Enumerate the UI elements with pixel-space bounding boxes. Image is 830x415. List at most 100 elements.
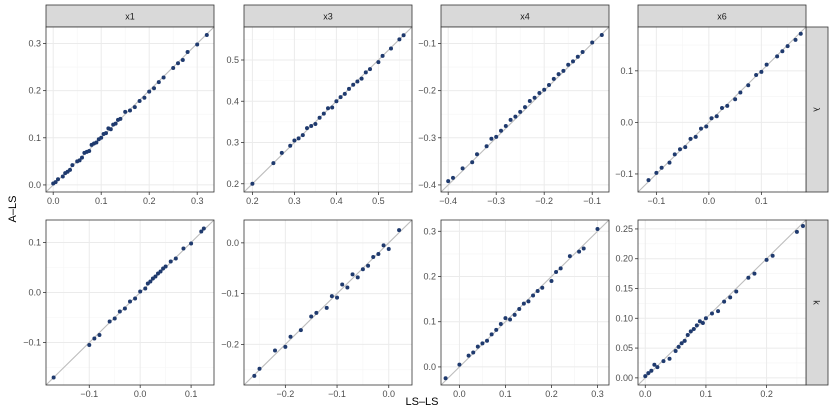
data-point: [283, 344, 288, 349]
data-point: [132, 105, 137, 110]
data-point: [158, 269, 163, 274]
y-tick-label: 0.4: [226, 96, 239, 106]
data-point: [153, 274, 158, 279]
data-point: [581, 246, 586, 251]
data-point: [775, 54, 780, 59]
x-tick-label: 0.1: [499, 389, 512, 399]
data-point: [342, 91, 347, 96]
data-point: [51, 375, 56, 380]
data-point: [535, 288, 540, 293]
y-tick-label: 0.25: [615, 224, 633, 234]
data-point: [380, 53, 385, 58]
data-point: [313, 121, 318, 126]
panel-x6-k: 0.0 0.1 0.2 0.00 0.05 0.10 0.15 0.20 0.25: [615, 219, 807, 399]
data-point: [595, 227, 600, 232]
data-point: [654, 170, 659, 175]
y-tick-label: 0.1: [28, 238, 41, 248]
panel-border: [637, 219, 807, 386]
data-point: [300, 133, 305, 138]
data-point: [142, 95, 147, 100]
data-point: [655, 365, 660, 370]
data-point: [531, 293, 536, 298]
data-point: [195, 42, 200, 47]
data-point: [508, 317, 513, 322]
data-point: [725, 103, 730, 108]
x-axis-title: LS–LS: [405, 396, 438, 408]
panel-x3-lambda: 0.2 0.3 0.4 0.5 0.2 0.3 0.4 0.5: [226, 26, 413, 206]
data-point: [376, 60, 381, 65]
data-point: [752, 271, 757, 276]
data-point: [532, 95, 537, 100]
data-point: [643, 374, 648, 379]
data-point: [746, 83, 751, 88]
data-point: [176, 61, 180, 66]
y-tick-label: −0.1: [418, 39, 436, 49]
data-point: [317, 115, 322, 120]
x-tick-label: 0.1: [185, 389, 198, 399]
data-point: [652, 362, 657, 367]
data-point: [122, 306, 127, 311]
data-point: [667, 356, 672, 361]
data-point: [351, 82, 356, 87]
data-point: [143, 286, 148, 291]
data-point: [494, 327, 499, 332]
data-point: [94, 140, 99, 145]
data-point: [794, 229, 799, 234]
y-tick-label: 0.0: [28, 180, 41, 190]
identity-line: [441, 27, 609, 192]
data-point: [694, 323, 699, 328]
data-point: [728, 295, 733, 300]
data-point: [340, 282, 345, 287]
x-tick-label: 0.2: [545, 389, 558, 399]
data-point: [138, 289, 143, 294]
x-tick-label: 0.0: [703, 196, 716, 206]
data-point: [334, 99, 339, 104]
y-tick-label: 0.2: [226, 179, 239, 189]
y-tick-label: 0.3: [423, 226, 436, 236]
data-point: [556, 72, 561, 77]
data-point: [185, 49, 190, 54]
data-point: [99, 135, 104, 140]
row-strip-label: k: [812, 300, 822, 305]
data-point: [355, 275, 360, 280]
points-layer: [51, 33, 209, 186]
data-point: [475, 344, 480, 349]
data-point: [80, 155, 84, 160]
data-point: [56, 177, 60, 182]
data-point: [470, 160, 475, 165]
y-axis-title: A–LS: [7, 196, 19, 223]
data-point: [171, 66, 176, 71]
data-point: [389, 46, 393, 51]
data-point: [571, 59, 575, 64]
data-point: [329, 294, 334, 299]
data-point: [466, 353, 471, 358]
x-tick-label: 0.4: [330, 196, 343, 206]
col-strip-x1: x1: [45, 4, 215, 28]
y-tick-label: 0.15: [615, 284, 633, 294]
data-point: [446, 179, 451, 184]
y-tick-label: 0.3: [28, 39, 41, 49]
data-point: [347, 86, 351, 91]
y-tick-label: 0.00: [615, 373, 633, 383]
data-point: [376, 252, 381, 257]
y-tick-label: 0.0: [620, 117, 633, 127]
points-layer: [51, 226, 206, 380]
data-point: [381, 243, 386, 248]
data-point: [326, 106, 330, 111]
x-tick-label: −0.1: [583, 196, 601, 206]
data-point: [161, 75, 166, 80]
identity-line: [638, 220, 806, 385]
data-point: [163, 264, 168, 269]
data-point: [709, 116, 714, 121]
panel-border: [440, 26, 610, 193]
data-point: [521, 301, 526, 306]
x-tick-label: −0.3: [487, 196, 505, 206]
data-point: [305, 126, 309, 131]
data-point: [499, 128, 503, 133]
data-point: [173, 256, 178, 261]
data-point: [709, 311, 714, 316]
panel-border: [243, 219, 413, 386]
data-point: [309, 124, 314, 128]
data-point: [475, 152, 479, 157]
